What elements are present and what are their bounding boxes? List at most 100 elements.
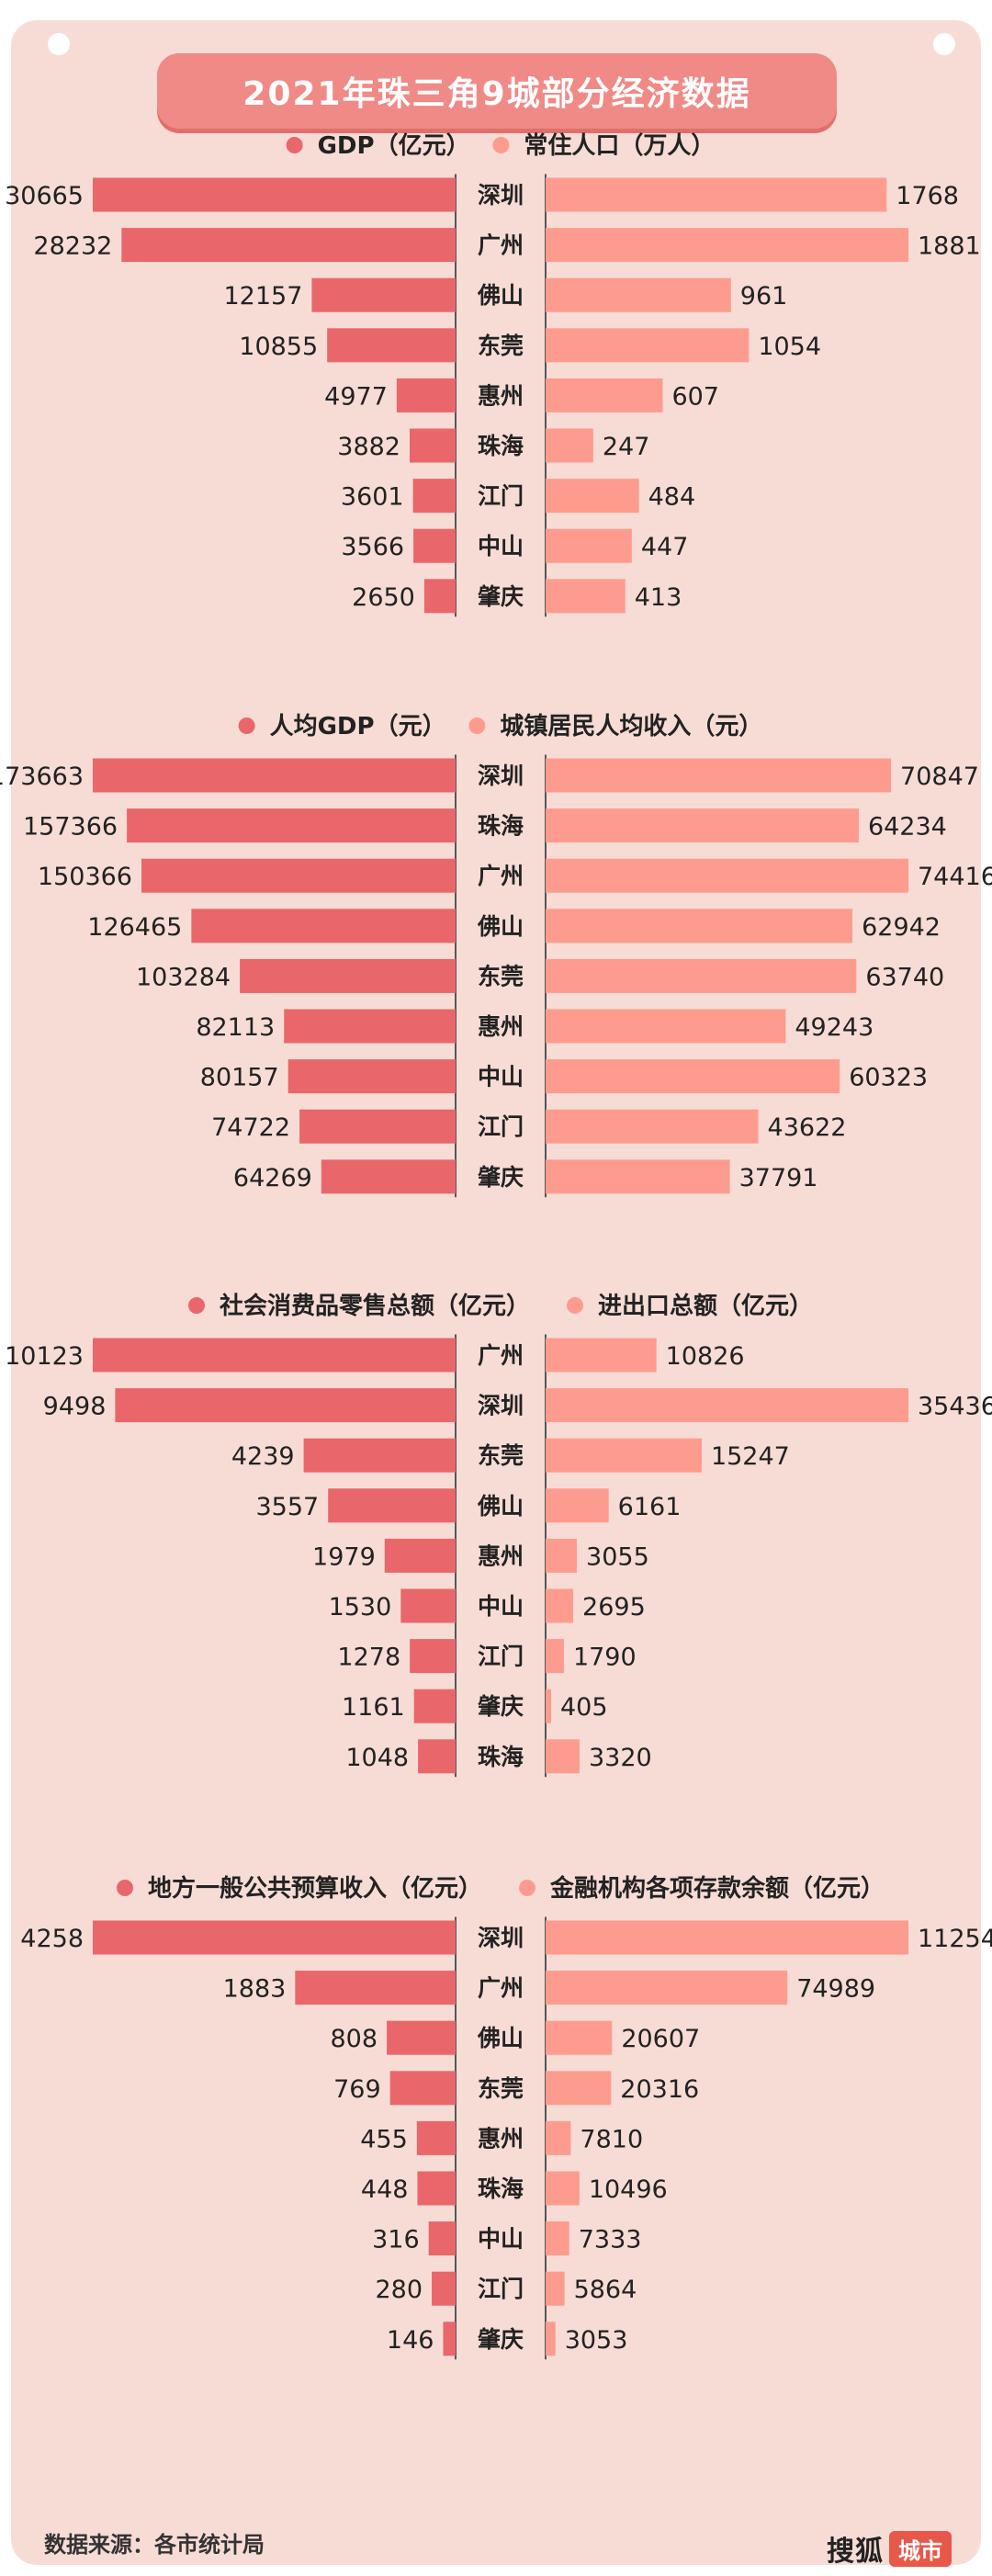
right-value-label: 7810 <box>580 2125 643 2153</box>
legend-dot-left <box>117 1880 133 1896</box>
city-label: 江门 <box>478 1644 524 1670</box>
left-value-label: 1979 <box>312 1542 376 1571</box>
right-value-label: 70847 <box>900 763 979 791</box>
left-value-label: 1161 <box>342 1693 405 1722</box>
logo-main-text: 搜狐 <box>827 2536 884 2568</box>
left-bar-东莞 <box>389 2071 456 2106</box>
left-value-label: 10123 <box>5 1342 84 1371</box>
city-label: 惠州 <box>478 1013 524 1040</box>
left-bar-广州 <box>295 1971 456 2005</box>
city-label: 深圳 <box>478 182 524 209</box>
city-label: 肇庆 <box>478 1164 524 1191</box>
right-bar-中山 <box>546 1059 840 1094</box>
left-value-label: 3557 <box>255 1493 319 1521</box>
left-value-label: 74722 <box>211 1113 290 1142</box>
right-value-label: 63740 <box>865 963 944 991</box>
right-bar-东莞 <box>546 2071 612 2106</box>
right-bar-惠州 <box>546 378 663 412</box>
left-bar-珠海 <box>127 808 456 843</box>
left-bar-深圳 <box>93 177 456 212</box>
right-bar-惠州 <box>546 1009 786 1044</box>
left-bar-江门 <box>432 2271 456 2306</box>
left-bar-惠州 <box>396 378 456 412</box>
left-bar-佛山 <box>191 909 457 943</box>
legend-label-right: 城镇居民人均收入（元） <box>500 713 762 740</box>
left-bar-江门 <box>412 479 456 514</box>
left-value-label: 4239 <box>231 1442 295 1471</box>
city-label: 深圳 <box>478 1393 524 1419</box>
data-source-note: 数据来源：各市统计局 <box>44 2532 265 2558</box>
left-value-label: 2650 <box>352 583 415 612</box>
right-bar-东莞 <box>546 328 750 363</box>
city-label: 中山 <box>478 1064 524 1090</box>
right-bar-佛山 <box>546 909 853 943</box>
city-label: 珠海 <box>478 2175 524 2202</box>
left-bar-惠州 <box>384 1538 456 1573</box>
left-value-label: 448 <box>361 2175 409 2204</box>
city-label: 佛山 <box>477 282 524 309</box>
right-value-label: 1790 <box>573 1644 637 1672</box>
right-value-label: 1881 <box>918 232 981 261</box>
left-value-label: 280 <box>375 2276 423 2304</box>
city-label: 广州 <box>478 232 524 259</box>
legend-dot-left <box>188 1297 205 1314</box>
city-label: 惠州 <box>478 1542 524 1569</box>
infographic-card <box>11 20 981 2565</box>
left-value-label: 146 <box>387 2326 434 2355</box>
right-value-label: 1054 <box>758 333 821 361</box>
left-value-label: 10855 <box>239 333 318 361</box>
right-value-label: 62942 <box>862 913 941 942</box>
legend-dot-right <box>492 137 510 153</box>
city-label: 佛山 <box>477 913 524 940</box>
left-value-label: 28232 <box>33 232 112 261</box>
right-value-label: 112545 <box>918 1925 992 1953</box>
city-label: 东莞 <box>478 333 524 359</box>
right-bar-广州 <box>546 1971 788 2005</box>
city-label: 肇庆 <box>478 583 524 610</box>
left-value-label: 30665 <box>5 182 84 210</box>
city-label: 肇庆 <box>478 2326 524 2353</box>
city-label: 佛山 <box>477 2025 524 2051</box>
left-bar-广州 <box>93 1338 456 1373</box>
right-value-label: 7333 <box>579 2226 642 2254</box>
right-value-label: 447 <box>641 533 689 561</box>
legend-label-right: 进出口总额（亿元） <box>598 1293 813 1320</box>
right-bar-广州 <box>546 1338 657 1373</box>
left-bar-佛山 <box>328 1488 456 1523</box>
city-label: 惠州 <box>478 2125 524 2152</box>
city-label: 广州 <box>478 1342 524 1369</box>
right-value-label: 3053 <box>565 2326 628 2355</box>
left-value-label: 1883 <box>223 1975 287 2004</box>
left-value-label: 82113 <box>196 1013 275 1042</box>
left-bar-中山 <box>287 1059 456 1094</box>
right-value-label: 15247 <box>711 1442 790 1471</box>
city-label: 中山 <box>478 1593 524 1620</box>
right-value-label: 3055 <box>586 1542 649 1571</box>
left-value-label: 9498 <box>43 1393 107 1421</box>
right-value-label: 74989 <box>796 1975 875 2004</box>
hole-right <box>933 33 955 55</box>
right-bar-广州 <box>546 228 908 263</box>
right-value-label: 484 <box>648 483 696 512</box>
right-bar-中山 <box>546 528 632 563</box>
left-value-label: 1278 <box>337 1644 400 1672</box>
right-bar-佛山 <box>546 2020 613 2055</box>
right-bar-深圳 <box>546 1920 908 1955</box>
left-bar-佛山 <box>311 277 456 312</box>
left-value-label: 3601 <box>341 483 404 512</box>
left-bar-肇庆 <box>321 1159 456 1194</box>
legend-label-left: 地方一般公共预算收入（亿元） <box>148 1874 482 1903</box>
legend-label-left: 人均GDP（元） <box>270 713 446 740</box>
left-value-label: 103284 <box>136 963 231 991</box>
right-value-label: 247 <box>603 433 650 461</box>
right-bar-江门 <box>546 1109 759 1144</box>
left-bar-惠州 <box>416 2120 456 2155</box>
right-value-label: 10496 <box>589 2175 668 2204</box>
right-value-label: 3320 <box>589 1744 652 1772</box>
city-label: 珠海 <box>478 813 524 840</box>
right-value-label: 35436 <box>918 1393 992 1421</box>
left-value-label: 1530 <box>329 1593 392 1621</box>
city-label: 惠州 <box>478 382 524 409</box>
right-value-label: 413 <box>635 583 682 612</box>
